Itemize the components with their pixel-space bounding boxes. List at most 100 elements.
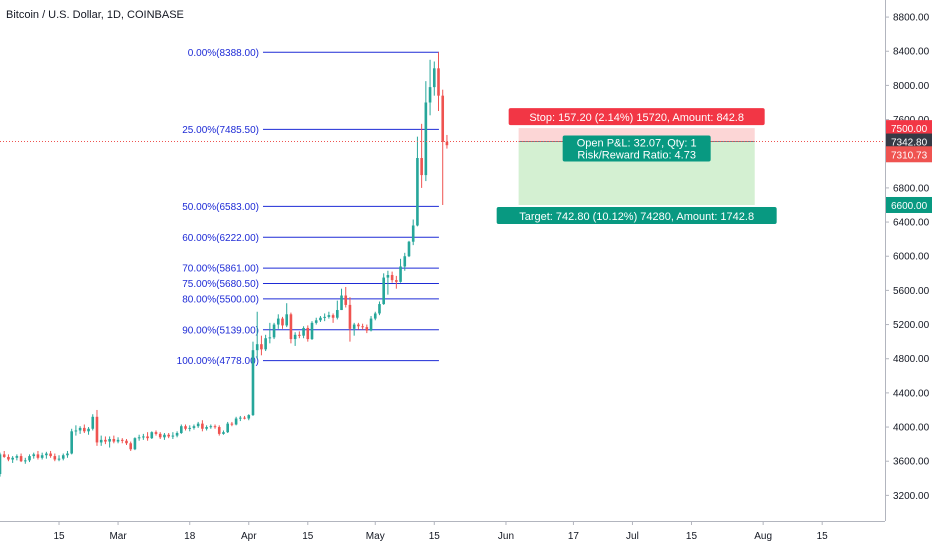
candle-body	[175, 433, 179, 436]
candle-body	[441, 95, 445, 142]
candle-body	[382, 277, 385, 305]
candle-body	[276, 318, 280, 325]
time-tick-label: 18	[184, 531, 196, 542]
fib-level-label: 0.00%(8388.00)	[188, 48, 259, 59]
candle-body	[327, 315, 331, 317]
fib-level-label: 50.00%(6583.00)	[182, 202, 259, 213]
candle-body	[285, 314, 289, 326]
candle-body	[158, 433, 162, 438]
price-tick-label: 3200.00	[893, 491, 930, 502]
candle-body	[116, 439, 120, 442]
candle-body	[222, 432, 225, 434]
candle-body	[395, 280, 398, 282]
price-tick-label: 6400.00	[893, 218, 930, 229]
candle-body	[2, 454, 6, 457]
candle-body	[226, 423, 229, 433]
fib-level-label: 80.00%(5500.00)	[182, 294, 259, 305]
price-tick-label: 8000.00	[893, 81, 930, 92]
candle-body	[407, 241, 411, 257]
candle-body	[108, 439, 111, 442]
price-tag-label-target: 6600.00	[891, 201, 928, 212]
fibonacci-retracement[interactable]: 0.00%(8388.00) 25.00%(7485.50) 50.00%(6583…	[177, 48, 439, 367]
candle-body	[32, 454, 36, 457]
price-tag-target	[886, 196, 932, 213]
candle-body	[289, 314, 293, 340]
candle-body	[87, 428, 90, 432]
candle-body	[310, 322, 314, 340]
candle-body	[74, 430, 78, 432]
candle-body	[281, 318, 284, 326]
candle-body	[0, 454, 2, 475]
candle-body	[49, 453, 52, 457]
candle-body	[420, 158, 423, 176]
candle-body	[133, 438, 137, 450]
candle-body	[188, 427, 192, 429]
candlestick-series	[0, 52, 449, 477]
candle-body	[445, 141, 449, 146]
risk-reward-label: Risk/Reward Ratio: 4.73	[577, 150, 696, 162]
price-tag-current	[886, 146, 932, 163]
candle-body	[432, 68, 436, 88]
candle-body	[53, 456, 57, 460]
candle-body	[171, 435, 175, 437]
candle-body	[386, 275, 390, 278]
candle-body	[150, 432, 154, 439]
pnl-box	[562, 135, 711, 162]
price-tag-label-current: 7310.73	[891, 150, 928, 161]
candle-body	[83, 427, 86, 432]
candle-body	[15, 456, 19, 458]
candle-body	[192, 426, 196, 428]
candle-body	[28, 456, 31, 461]
fib-level-label: 25.00%(7485.50)	[182, 125, 259, 136]
price-tick-label: 3600.00	[893, 457, 930, 468]
candle-body	[70, 431, 73, 454]
candle-body	[348, 304, 352, 329]
candle-body	[209, 426, 213, 428]
fib-level-label: 70.00%(5861.00)	[182, 264, 259, 275]
price-tick-label: 5200.00	[893, 320, 930, 331]
candle-body	[201, 423, 204, 429]
candle-body	[272, 324, 276, 338]
candle-body	[255, 344, 259, 351]
candle-body	[163, 434, 166, 438]
candle-body	[260, 344, 263, 350]
candle-body	[251, 350, 255, 416]
candle-body	[361, 326, 364, 328]
candle-body	[125, 440, 128, 444]
candle-body	[154, 432, 158, 434]
time-tick-label: May	[366, 531, 385, 542]
time-tick-label: Aug	[754, 531, 772, 542]
pnl-label: Open P&L: 32.07, Qty: 1	[577, 138, 697, 150]
fib-level-label: 60.00%(6222.00)	[182, 233, 259, 244]
candle-body	[129, 443, 133, 450]
candle-body	[137, 437, 141, 439]
candle-body	[352, 324, 356, 329]
price-tick-label: 4400.00	[893, 388, 930, 399]
candle-body	[403, 256, 407, 267]
fib-level-label: 100.00%(4778.00)	[177, 356, 259, 367]
candle-body	[424, 102, 428, 176]
candle-body	[239, 417, 242, 419]
stop-label-box	[508, 108, 765, 126]
time-tick-label: 15	[686, 531, 698, 542]
time-tick-label: 15	[53, 531, 65, 542]
candle-body	[99, 439, 103, 443]
target-label-box	[496, 206, 777, 224]
target-label: Target: 742.80 (10.12%) 74280, Amount: 1…	[519, 211, 754, 223]
candle-body	[120, 439, 124, 441]
candle-body	[314, 320, 318, 323]
candle-body	[306, 327, 310, 340]
price-tick-label: 8800.00	[893, 13, 930, 24]
candle-body	[357, 324, 360, 327]
candle-body	[340, 295, 343, 311]
candle-body	[217, 427, 221, 434]
candle-body	[45, 453, 48, 456]
candle-body	[437, 68, 440, 96]
candle-body	[331, 315, 335, 318]
candle-body	[61, 455, 65, 459]
time-tick-label: 15	[302, 531, 314, 542]
candle-body	[23, 460, 27, 462]
candle-body	[365, 327, 369, 331]
